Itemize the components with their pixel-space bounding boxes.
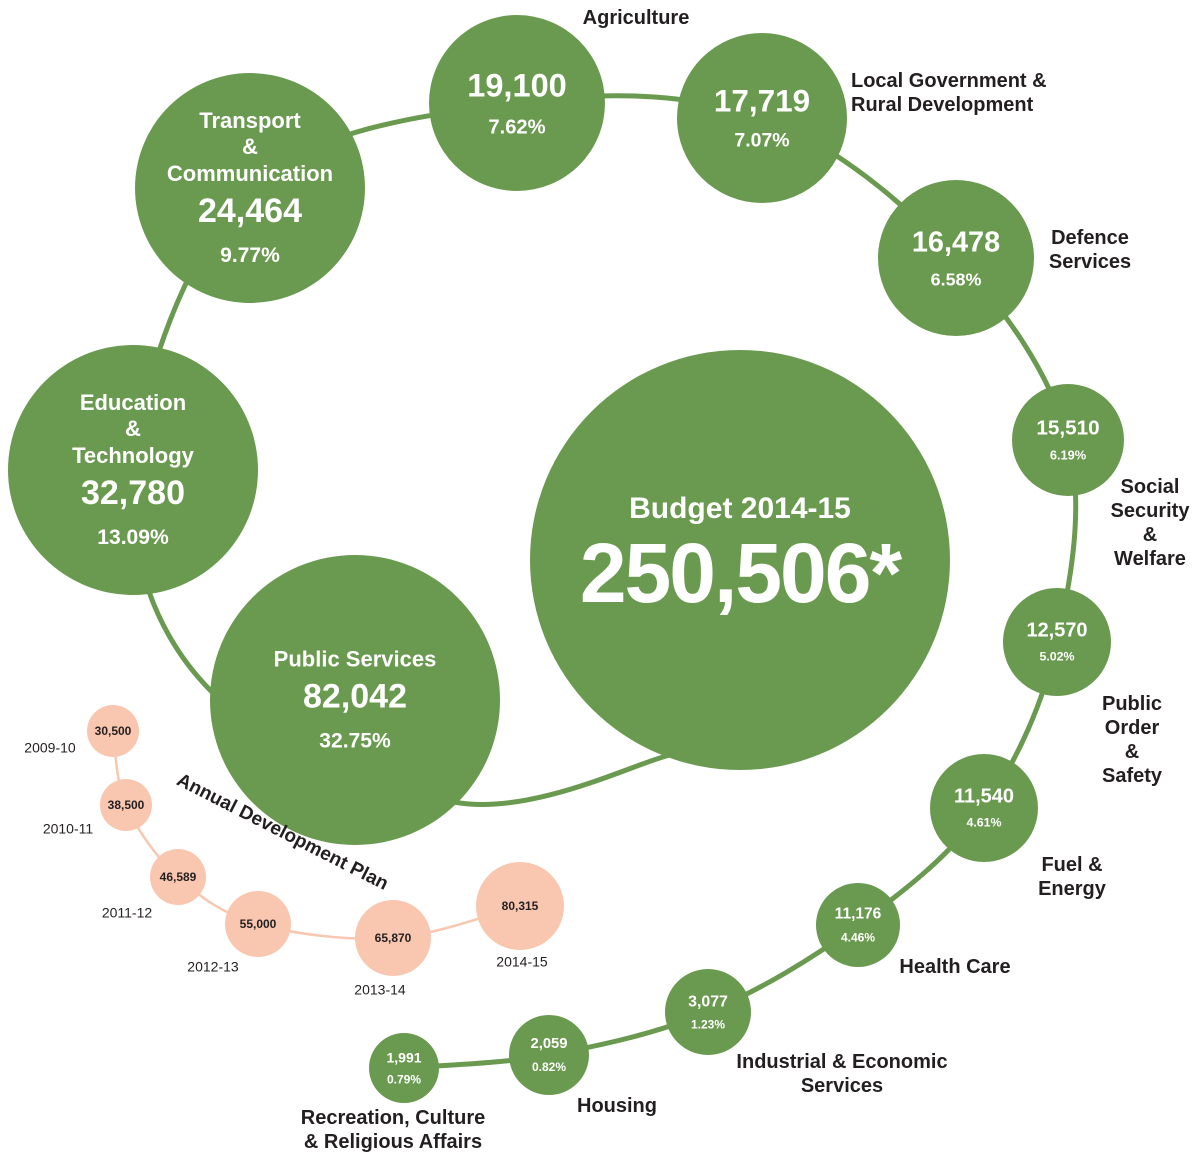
category-label: Industrial & Economic Services [736, 1051, 948, 1097]
bubble [1012, 384, 1124, 496]
value-label: 15,510 [1036, 416, 1100, 440]
adp-year-label: 2013-14 [354, 981, 406, 998]
bubble [429, 15, 605, 191]
share-label: 6.19% [1049, 447, 1087, 463]
bubble-text: Transport & Communication 24,464 9.77% [167, 108, 333, 268]
value-label: 11,176 [834, 905, 882, 923]
category-label: Housing [577, 1095, 657, 1117]
value-label: 17,719 [713, 83, 811, 119]
ring-line [129, 93, 1079, 1071]
bubble-text: 15,510 6.19% [1036, 417, 1099, 464]
category-label: Health Care [899, 956, 1011, 978]
share-label: 1.23% [690, 1017, 726, 1032]
category-label: Public Services [273, 646, 437, 672]
bubble-text: 11,540 4.61% [954, 785, 1014, 830]
adp-bubble [355, 900, 431, 976]
share-label: 9.77% [220, 243, 280, 267]
bubble [816, 883, 900, 967]
share-label: 0.82% [531, 1059, 567, 1074]
category-label: Public Order & Safety [1101, 693, 1163, 787]
bubble [8, 345, 258, 595]
adp-bubble [476, 862, 564, 950]
share-label: 13.09% [97, 525, 169, 549]
value-label: 32,780 [80, 474, 185, 513]
value-label: 24,464 [197, 192, 302, 231]
bubble-text: 17,719 7.07% [714, 83, 810, 154]
bubble [210, 555, 500, 845]
share-label: 5.02% [1039, 649, 1075, 664]
value-label: 1,991 [386, 1049, 422, 1066]
share-label: 7.62% [488, 116, 546, 139]
value-label: 82,042 [303, 677, 407, 716]
bubble-text: 12,570 5.02% [1026, 619, 1087, 664]
adp-value-label: 55,000 [239, 916, 277, 931]
bubble [930, 754, 1038, 862]
bubble-text: 16,478 6.58% [912, 225, 1000, 290]
share-label: 7.07% [734, 130, 790, 153]
bubble-text: 1,991 0.79% [386, 1049, 421, 1086]
adp-value-label: 46,589 [159, 869, 197, 884]
total-title: Budget 2014-15 [629, 491, 851, 525]
adp-value-label: 80,315 [501, 898, 539, 913]
share-label: 4.46% [840, 930, 876, 945]
value-label: 2,059 [530, 1035, 568, 1052]
adp-value-label: 65,870 [374, 930, 412, 945]
bubble-text: Education & Technology 32,780 13.09% [72, 390, 194, 550]
category-label: Local Government & Rural Development [851, 70, 1047, 116]
bubble [878, 180, 1034, 336]
category-label: Recreation, Culture & Religious Affairs [300, 1107, 486, 1153]
category-label: Agriculture [582, 7, 690, 29]
share-label: 0.79% [386, 1072, 422, 1087]
adp-year-label: 2011-12 [101, 904, 153, 921]
category-label: Transport & Communication [166, 108, 334, 186]
total-bubble [530, 350, 950, 770]
bubble-text: 3,077 1.23% [688, 992, 728, 1031]
adp-bubble [87, 705, 139, 757]
adp-bubble [100, 779, 152, 831]
value-label: 11,540 [954, 785, 1014, 808]
value-label: 19,100 [467, 67, 567, 104]
share-label: 6.58% [930, 269, 982, 290]
total-block: Budget 2014-15 250,506* [579, 491, 902, 620]
bubble-text: 2,059 0.82% [530, 1036, 567, 1074]
bubble [135, 73, 365, 303]
adp-bubble [225, 891, 291, 957]
bubble [1003, 588, 1111, 696]
adp-value-label: 38,500 [107, 797, 145, 812]
bubble [369, 1033, 439, 1103]
adp-bubble [150, 849, 206, 905]
bubble [677, 33, 847, 203]
category-label: Defence Services [1048, 227, 1132, 273]
adp-year-label: 2010-11 [42, 820, 94, 837]
total-value: 250,506* [579, 525, 902, 620]
category-label: Education & Technology [72, 390, 194, 468]
bubble [509, 1015, 589, 1095]
category-label: Social Security & Welfare [1110, 476, 1190, 570]
bubble-text: Public Services 82,042 32.75% [274, 647, 437, 754]
value-label: 12,570 [1026, 619, 1088, 642]
category-label: Fuel & Energy [1038, 854, 1106, 900]
bubble [665, 969, 751, 1055]
adp-value-label: 30,500 [94, 723, 132, 738]
adp-year-label: 2009-10 [24, 739, 76, 756]
bubble-text: 11,176 4.46% [835, 905, 882, 944]
value-label: 16,478 [911, 226, 1001, 259]
adp-year-label: 2012-13 [187, 958, 239, 975]
bubble-text: 19,100 7.62% [467, 66, 567, 139]
share-label: 4.61% [966, 815, 1002, 830]
value-label: 3,077 [688, 993, 728, 1011]
adp-year-label: 2014-15 [496, 953, 548, 970]
share-label: 32.75% [319, 729, 391, 753]
